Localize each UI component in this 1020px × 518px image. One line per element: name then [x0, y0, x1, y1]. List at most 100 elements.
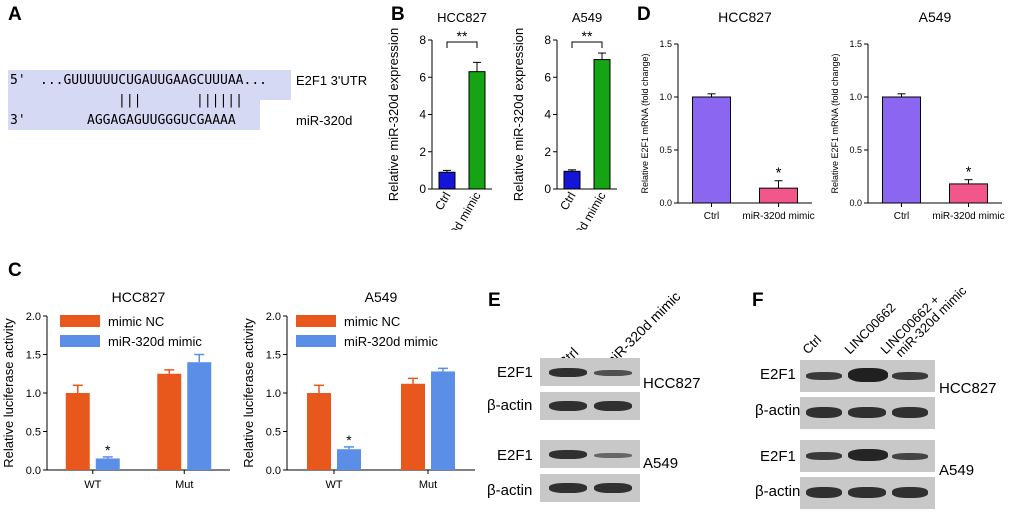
bar: [431, 371, 455, 470]
x-tick-label: Ctrl: [557, 190, 578, 213]
blot-row-label: β-actin: [487, 482, 533, 499]
y-tick-label: 1.5: [849, 39, 862, 49]
chart-title: HCC827: [112, 289, 166, 305]
utr-highlight: [8, 70, 291, 100]
blot-band: [848, 487, 886, 498]
blot-band: [549, 450, 587, 459]
y-tick-label: 4: [419, 108, 426, 122]
blot-band: [806, 452, 842, 460]
bar: [759, 187, 798, 204]
blot-band: [806, 487, 842, 498]
bar: [157, 373, 182, 470]
utr-label: E2F1 3'UTR: [296, 73, 368, 88]
chart-b-a549: A549 Relative miR-320d expression 0 2 4 6 8 Ctr…: [511, 10, 617, 230]
blot-row-label: β-actin: [487, 397, 533, 414]
chart-title: HCC827: [718, 9, 772, 25]
mir-label: miR-320d: [296, 113, 353, 128]
y-tick-label: 1.5: [26, 349, 41, 361]
blot-band: [549, 401, 587, 411]
y-axis-label: Relative E2F1 mRNA (fold change): [640, 53, 650, 193]
legend-swatch: [60, 335, 100, 347]
x-tick-label: miR-320d mimic: [742, 211, 814, 222]
y-tick-label: 1.0: [26, 388, 41, 400]
x-tick-label: miR-320d mimic: [428, 190, 483, 231]
y-tick-label: 2.0: [266, 311, 281, 323]
legend-label: mimic NC: [344, 314, 400, 329]
y-axis-label: Relative luciferase activity: [1, 318, 16, 468]
significance-bracket: [446, 41, 478, 48]
panel-letter-b: B: [391, 4, 405, 25]
panel-letter-d: D: [637, 4, 651, 25]
chart-title: A549: [572, 10, 602, 25]
x-tick-label: Mut: [419, 479, 437, 491]
bar: [593, 59, 611, 190]
legend-label: miR-320d mimic: [108, 334, 202, 349]
y-tick-label: 2.0: [26, 311, 41, 323]
chart-c-hcc827: HCC827 Relative luciferase activity 0.0 0.5…: [1, 289, 230, 491]
x-tick-label: Ctrl: [894, 211, 910, 222]
bar: [563, 170, 581, 190]
utr-prime-label: 5': [10, 73, 26, 88]
y-tick-label: 6: [544, 70, 551, 84]
blot-band: [806, 372, 842, 380]
y-tick-label: 0.5: [659, 145, 672, 155]
blot-band: [848, 449, 888, 461]
legend-swatch: [60, 315, 100, 327]
bar: [337, 449, 361, 470]
legend-swatch: [296, 315, 336, 327]
blot-row-label: β-actin: [755, 402, 801, 419]
blot-band: [549, 483, 587, 493]
significance-marker: *: [105, 442, 111, 458]
bar: [882, 96, 921, 204]
chart-d-a549: A549 Relative E2F1 mRNA (fold change) 0.0 0…: [830, 9, 1005, 222]
x-tick-label: Mut: [175, 479, 193, 491]
y-tick-label: 0.5: [849, 145, 862, 155]
bar: [307, 393, 331, 470]
blot-band: [594, 401, 632, 411]
blot-row-label: E2F1: [497, 364, 533, 381]
blot-band: [549, 368, 587, 377]
significance-marker: *: [966, 164, 972, 181]
significance-bracket: [571, 41, 603, 48]
y-tick-label: 8: [544, 33, 551, 47]
significance-marker: *: [776, 165, 782, 182]
base-pairing-right: ||||||: [196, 93, 243, 108]
bar: [401, 383, 425, 470]
significance-marker: **: [582, 28, 593, 44]
blot-row-label: β-actin: [755, 483, 801, 500]
blot-row-label: E2F1: [760, 366, 796, 383]
blot-band: [594, 453, 632, 458]
y-tick-label: 1.0: [266, 388, 281, 400]
y-tick-label: 1.0: [659, 92, 672, 102]
panel-letter-e: E: [488, 290, 501, 311]
y-tick-label: 2: [544, 145, 551, 159]
y-tick-label: 1.5: [659, 39, 672, 49]
blot-row-label: E2F1: [760, 448, 796, 465]
x-tick-label: miR-320d mimic: [932, 211, 1004, 222]
blot-band: [892, 453, 928, 460]
bar: [187, 362, 212, 470]
bar: [468, 71, 486, 190]
y-tick-label: 1.5: [266, 349, 281, 361]
mir-prime-label: 3': [10, 113, 26, 128]
cell-line-label: HCC827: [643, 375, 701, 392]
y-tick-label: 0.0: [659, 198, 672, 208]
x-tick-label: Ctrl: [704, 211, 720, 222]
y-tick-label: 0.0: [849, 198, 862, 208]
chart-b-hcc827: HCC827 Relative miR-320d expression 0 2 4 6 8 C…: [386, 10, 492, 231]
blot-band: [594, 483, 632, 493]
y-axis-label: Relative luciferase activity: [241, 318, 256, 468]
lane-label: Ctrl: [799, 332, 825, 357]
x-tick-label: WT: [84, 479, 101, 491]
bar: [692, 96, 731, 204]
blot-band: [848, 368, 888, 382]
chart-title: A549: [919, 9, 952, 25]
cell-line-label: A549: [939, 462, 975, 479]
panel-letter-c: C: [8, 260, 22, 281]
x-tick-label: WT: [325, 479, 342, 491]
blot-band: [594, 370, 632, 376]
blot-band: [892, 487, 928, 498]
y-axis-label: Relative miR-320d expression: [386, 28, 401, 201]
y-tick-label: 1.0: [849, 92, 862, 102]
panel-letter-a: A: [8, 4, 22, 25]
